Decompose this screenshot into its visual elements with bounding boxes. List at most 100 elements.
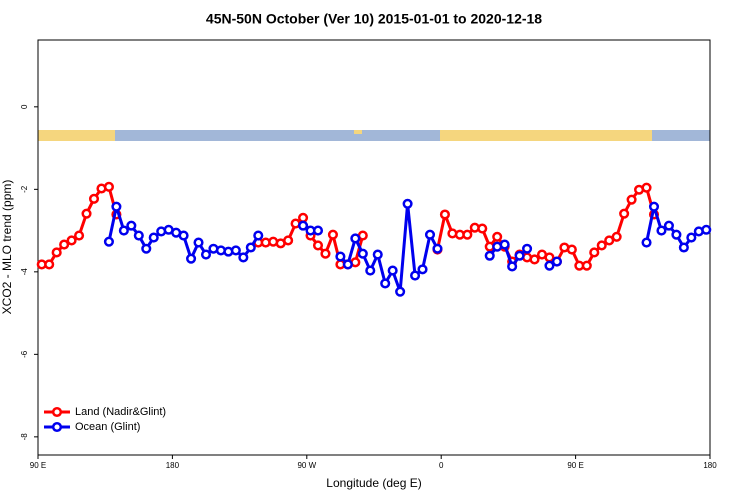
data-point <box>432 243 443 254</box>
data-point <box>604 235 615 246</box>
y-tick-label: -2 <box>20 185 29 193</box>
data-point <box>66 235 77 246</box>
legend-label: Land (Nadir&Glint) <box>75 406 166 418</box>
data-point <box>641 237 652 248</box>
data-point <box>327 229 338 240</box>
land-band <box>440 130 652 141</box>
data-point <box>410 270 421 281</box>
data-point <box>230 245 241 256</box>
data-point <box>133 230 144 241</box>
y-tick-label: -6 <box>20 350 29 358</box>
y-axis-label: XCO2 - MLO trend (ppm) <box>0 180 14 315</box>
data-point <box>619 208 630 219</box>
data-point <box>298 220 309 231</box>
y-tick-label: -8 <box>20 433 29 441</box>
data-point <box>477 223 488 234</box>
surface-strip <box>38 130 710 141</box>
data-point <box>611 231 622 242</box>
data-point <box>671 229 682 240</box>
data-point <box>499 239 510 250</box>
data-point <box>544 260 555 271</box>
data-point <box>387 265 398 276</box>
data-point <box>424 229 436 240</box>
data-point <box>350 233 361 244</box>
x-tick-label: 180 <box>166 461 180 470</box>
data-point <box>238 252 249 263</box>
data-point <box>686 232 697 243</box>
land-band <box>354 130 362 134</box>
data-point <box>298 212 309 223</box>
data-point <box>51 247 62 258</box>
data-point <box>656 225 667 236</box>
data-point <box>186 253 197 264</box>
data-point <box>118 225 129 236</box>
data-point <box>626 194 637 205</box>
ocean-band <box>115 130 440 141</box>
data-point <box>663 220 674 231</box>
data-point <box>522 243 533 254</box>
chart-title: 45N-50N October (Ver 10) 2015-01-01 to 2… <box>206 11 542 27</box>
legend-label: Ocean (Glint) <box>75 421 140 433</box>
data-point <box>417 264 428 275</box>
data-point <box>551 256 562 267</box>
data-point <box>701 224 712 235</box>
data-point <box>283 235 294 246</box>
data-point <box>596 240 607 251</box>
data-point <box>641 182 652 193</box>
data-point <box>395 286 406 297</box>
data-point <box>365 265 376 276</box>
data-point <box>402 198 413 209</box>
data-point <box>312 225 324 236</box>
data-point <box>74 230 85 241</box>
data-point <box>678 242 689 253</box>
land-band <box>38 130 115 141</box>
data-point <box>648 201 660 212</box>
data-point <box>126 220 137 231</box>
x-tick-label: 90 W <box>297 461 316 470</box>
data-point <box>148 232 159 243</box>
data-point <box>484 250 495 261</box>
y-tick-label: -4 <box>20 268 29 276</box>
data-point <box>335 251 346 262</box>
legend-marker <box>51 406 63 418</box>
y-tick-label: 0 <box>20 104 29 109</box>
data-point <box>178 230 189 241</box>
data-point <box>312 240 324 251</box>
data-point <box>581 260 592 271</box>
data-point <box>88 193 100 204</box>
data-point <box>44 259 55 270</box>
data-point <box>492 231 503 242</box>
data-point <box>245 242 256 253</box>
x-tick-label: 90 E <box>30 461 46 470</box>
data-point <box>253 230 264 241</box>
data-point <box>81 208 92 219</box>
x-tick-label: 0 <box>439 461 444 470</box>
data-point <box>103 236 114 247</box>
data-point <box>589 247 600 258</box>
data-point <box>111 201 122 212</box>
data-point <box>193 237 204 248</box>
data-point <box>357 248 368 259</box>
x-tick-label: 90 E <box>567 461 583 470</box>
data-point <box>514 250 525 261</box>
data-point <box>507 261 518 272</box>
plot-frame <box>37 39 711 456</box>
data-point <box>141 243 152 254</box>
data-point <box>59 239 70 250</box>
data-point <box>342 259 353 270</box>
ocean-band <box>652 130 710 141</box>
data-point <box>103 181 114 192</box>
data-point <box>320 248 331 259</box>
x-axis-label: Longitude (deg E) <box>326 476 421 490</box>
data-point <box>439 209 450 220</box>
x-tick-label: 180 <box>703 461 717 470</box>
data-point <box>462 229 473 240</box>
data-point <box>372 249 383 260</box>
data-point <box>566 244 577 255</box>
data-point <box>200 249 212 260</box>
data-point <box>529 254 540 265</box>
data-point <box>380 278 391 289</box>
